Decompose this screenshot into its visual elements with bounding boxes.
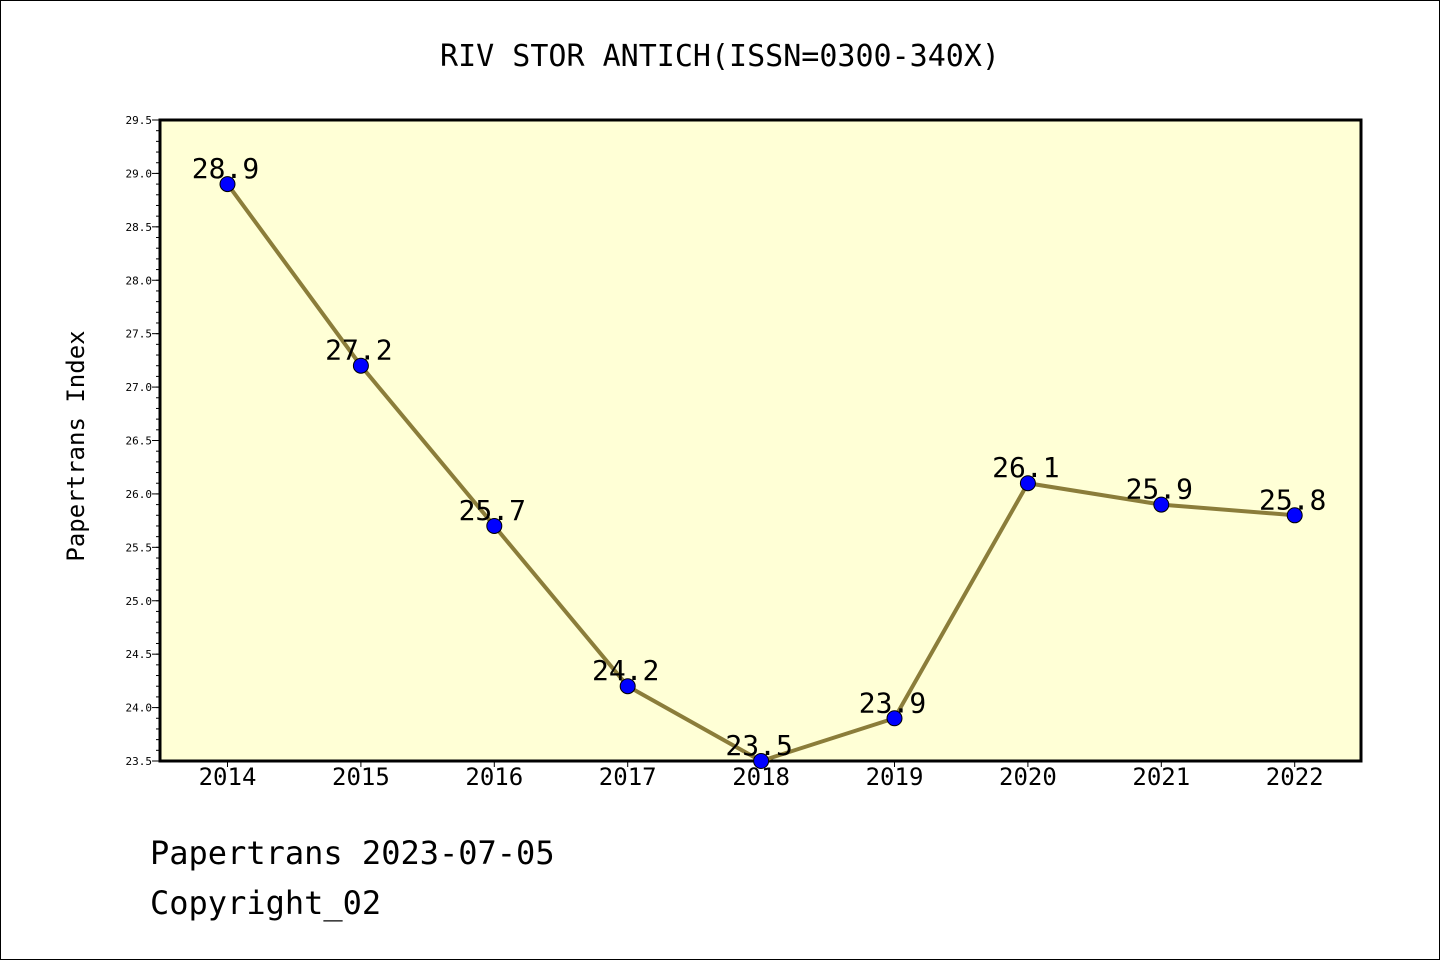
x-tick-label: 2020: [999, 763, 1057, 791]
data-point: [753, 753, 770, 769]
y-tick-label: 25.5: [126, 541, 153, 554]
data-point: [486, 517, 503, 534]
y-tick-label: 28.0: [126, 274, 153, 287]
data-point: [352, 357, 369, 374]
y-tick-label: 29.5: [126, 114, 153, 127]
data-label: 26.1: [992, 451, 1059, 484]
data-point: [1286, 507, 1303, 524]
y-tick-label: 24.5: [126, 648, 153, 661]
x-tick-label: 2019: [866, 763, 924, 791]
y-tick-label: 28.5: [126, 221, 153, 234]
x-tick-label: 2021: [1132, 763, 1190, 791]
y-tick-label: 25.0: [126, 595, 153, 608]
x-axis: 2014 2015 2016 2017 2018 2019 2020 2021 2022: [199, 761, 1324, 791]
y-axis-label: Papertrans Index: [62, 330, 90, 561]
data-point: [1019, 475, 1036, 492]
data-point: [1153, 496, 1170, 513]
data-point: [619, 678, 636, 695]
data-label: 25.8: [1259, 483, 1326, 516]
y-tick-label: 24.0: [126, 702, 153, 715]
chart-title: RIV STOR ANTICH(ISSN=0300-340X): [440, 39, 1000, 74]
plot-area: [158, 118, 1363, 763]
footer-date: Papertrans 2023-07-05: [150, 834, 555, 872]
footer-copyright: Copyright_02: [150, 884, 381, 922]
x-tick-label: 2017: [599, 763, 657, 791]
y-tick-label: 27.0: [126, 381, 153, 394]
data-label: 28.9: [192, 152, 259, 185]
data-label: 24.2: [592, 654, 659, 687]
y-tick-label: 26.5: [126, 435, 153, 448]
data-labels: 28.9 27.2 25.7 24.2 23.5 23.9 26.1 25.9 25.8: [192, 152, 1327, 762]
y-tick-label: 26.0: [126, 488, 153, 501]
data-label: 25.9: [1126, 473, 1193, 506]
x-tick-label: 2014: [199, 763, 257, 791]
data-point: [219, 176, 236, 193]
data-label: 25.7: [459, 494, 526, 527]
x-tick-label: 2016: [465, 763, 523, 791]
y-tick-label: 29.0: [126, 167, 153, 180]
data-label: 23.9: [859, 686, 926, 719]
x-tick-label: 2015: [332, 763, 390, 791]
y-axis: 23.5 24.0 24.5 25.0 25.5 26.0 26.5 27.0 27.5 28.0…: [126, 114, 160, 768]
y-tick-label: 27.5: [126, 328, 153, 341]
y-tick-label: 23.5: [126, 755, 153, 768]
data-label: 23.5: [725, 729, 792, 762]
data-point: [886, 710, 903, 727]
x-tick-label: 2022: [1266, 763, 1324, 791]
data-label: 27.2: [325, 334, 392, 367]
data-points: [219, 176, 1303, 769]
